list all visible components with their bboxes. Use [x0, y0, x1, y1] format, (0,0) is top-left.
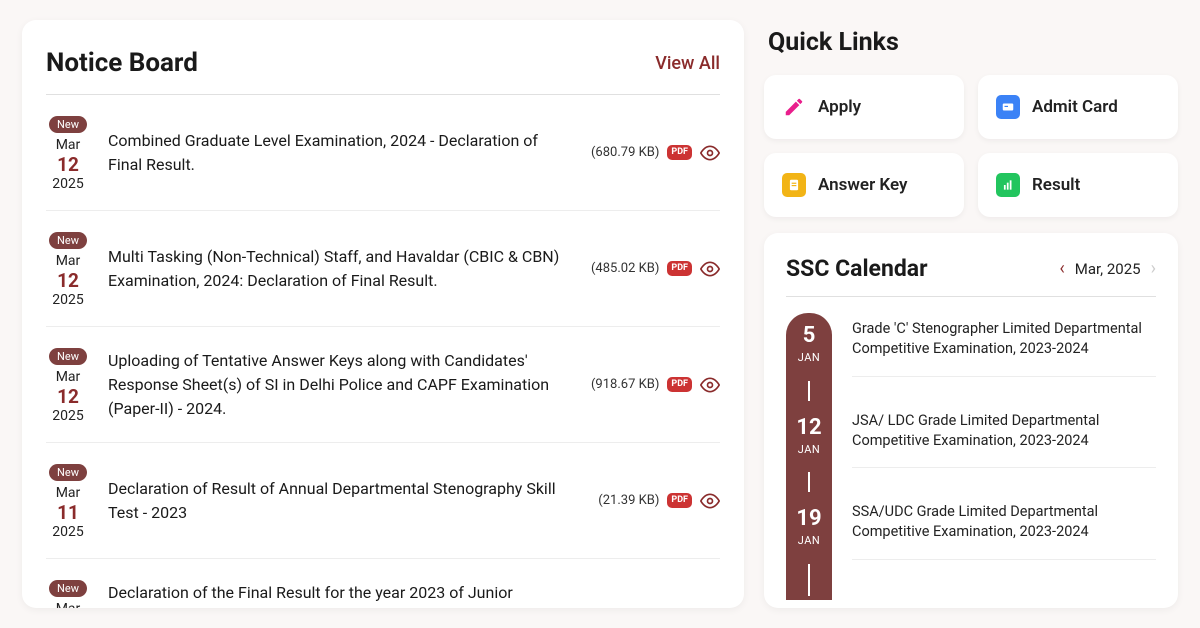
event-day: 5: [803, 325, 816, 347]
notice-month: Mar: [46, 601, 90, 608]
event-date: 19 JAN: [786, 496, 832, 560]
event-text: SSA/UDC Grade Limited Departmental Compe…: [852, 496, 1156, 560]
new-badge: New: [49, 116, 87, 133]
notice-item: New Mar 12 2025 Multi Tasking (Non-Techn…: [46, 211, 720, 327]
new-badge: New: [49, 580, 87, 597]
notice-item: New Mar 12 2025 Combined Graduate Level …: [46, 95, 720, 211]
notice-day: 12: [46, 153, 90, 176]
notice-day: 12: [46, 269, 90, 292]
notice-date: New Mar 12 2025: [46, 113, 90, 192]
new-badge: New: [49, 232, 87, 249]
event-month: JAN: [798, 351, 820, 364]
quick-link-label: Answer Key: [818, 175, 907, 195]
notice-month: Mar: [46, 485, 90, 501]
event-text: Grade 'C' Stenographer Limited Departmen…: [852, 313, 1156, 377]
notice-text[interactable]: Multi Tasking (Non-Technical) Staff, and…: [108, 245, 573, 293]
file-size: (918.67 KB): [591, 377, 659, 392]
event-date: 5 JAN: [786, 313, 832, 377]
pdf-icon[interactable]: PDF: [667, 493, 692, 508]
new-badge: New: [49, 464, 87, 481]
quick-links-title: Quick Links: [764, 28, 1178, 57]
event-month: JAN: [798, 443, 820, 456]
calendar-title: SSC Calendar: [786, 255, 928, 282]
quick-link-apply[interactable]: Apply: [764, 75, 964, 139]
notice-text[interactable]: Uploading of Tentative Answer Keys along…: [108, 349, 573, 421]
notice-year: 2025: [46, 524, 90, 540]
quick-link-label: Result: [1032, 175, 1080, 195]
quick-link-answer-key[interactable]: Answer Key: [764, 153, 964, 217]
quick-link-result[interactable]: Result: [978, 153, 1178, 217]
calendar-event[interactable]: 19 JAN SSA/UDC Grade Limited Departmenta…: [786, 496, 1156, 560]
notice-month: Mar: [46, 253, 90, 269]
notice-day: 12: [46, 385, 90, 408]
view-icon[interactable]: [700, 491, 720, 511]
quick-link-label: Apply: [818, 97, 861, 117]
timeline-connector: [786, 377, 832, 405]
notice-text[interactable]: Combined Graduate Level Examination, 202…: [108, 129, 573, 177]
file-size: (485.02 KB): [591, 261, 659, 276]
view-icon[interactable]: [700, 607, 720, 609]
notice-day: 11: [46, 501, 90, 524]
timeline-connector: [786, 468, 832, 496]
notice-item: New Mar 12 2025 Uploading of Tentative A…: [46, 327, 720, 443]
view-icon[interactable]: [700, 375, 720, 395]
pdf-icon[interactable]: PDF: [667, 145, 692, 160]
calendar-event[interactable]: 12 JAN JSA/ LDC Grade Limited Department…: [786, 405, 1156, 469]
notice-item: New Mar 11 2025 Declaration of Result of…: [46, 443, 720, 559]
pencil-icon: [782, 95, 806, 119]
calendar-card: SSC Calendar ‹ Mar, 2025 › 5 JAN Grade '…: [764, 233, 1178, 608]
notice-date: New Mar 10 2025: [46, 577, 90, 608]
notice-month: Mar: [46, 369, 90, 385]
pdf-icon[interactable]: PDF: [667, 377, 692, 392]
calendar-month-label: Mar, 2025: [1075, 260, 1141, 278]
event-month: JAN: [798, 534, 820, 547]
card-icon: [996, 95, 1020, 119]
event-day: 19: [796, 508, 821, 530]
chart-icon: [996, 173, 1020, 197]
new-badge: New: [49, 348, 87, 365]
view-icon[interactable]: [700, 143, 720, 163]
notice-date: New Mar 11 2025: [46, 461, 90, 540]
event-day: 12: [796, 417, 821, 439]
file-size: (680.79 KB): [591, 145, 659, 160]
notice-date: New Mar 12 2025: [46, 345, 90, 424]
notice-year: 2025: [46, 292, 90, 308]
event-date: 12 JAN: [786, 405, 832, 469]
notice-text[interactable]: Declaration of the Final Result for the …: [108, 581, 573, 609]
calendar-prev-icon[interactable]: ‹: [1059, 260, 1064, 278]
event-text: JSA/ LDC Grade Limited Departmental Comp…: [852, 405, 1156, 469]
quick-link-label: Admit Card: [1032, 97, 1118, 117]
notice-board-title: Notice Board: [46, 48, 198, 78]
doc-icon: [782, 173, 806, 197]
pdf-icon[interactable]: PDF: [667, 261, 692, 276]
notice-board-card: Notice Board View All New Mar 12 2025 Co…: [22, 20, 744, 608]
notice-date: New Mar 12 2025: [46, 229, 90, 308]
calendar-event[interactable]: 5 JAN Grade 'C' Stenographer Limited Dep…: [786, 313, 1156, 377]
calendar-next-icon[interactable]: ›: [1151, 260, 1156, 278]
timeline-connector: [786, 560, 832, 600]
notice-item: New Mar 10 2025 Declaration of the Final…: [46, 559, 720, 608]
notice-year: 2025: [46, 408, 90, 424]
notice-year: 2025: [46, 176, 90, 192]
notice-month: Mar: [46, 137, 90, 153]
quick-link-admit-card[interactable]: Admit Card: [978, 75, 1178, 139]
view-icon[interactable]: [700, 259, 720, 279]
view-all-link[interactable]: View All: [655, 53, 720, 74]
file-size: (21.39 KB): [598, 493, 659, 508]
notice-text[interactable]: Declaration of Result of Annual Departme…: [108, 477, 580, 525]
